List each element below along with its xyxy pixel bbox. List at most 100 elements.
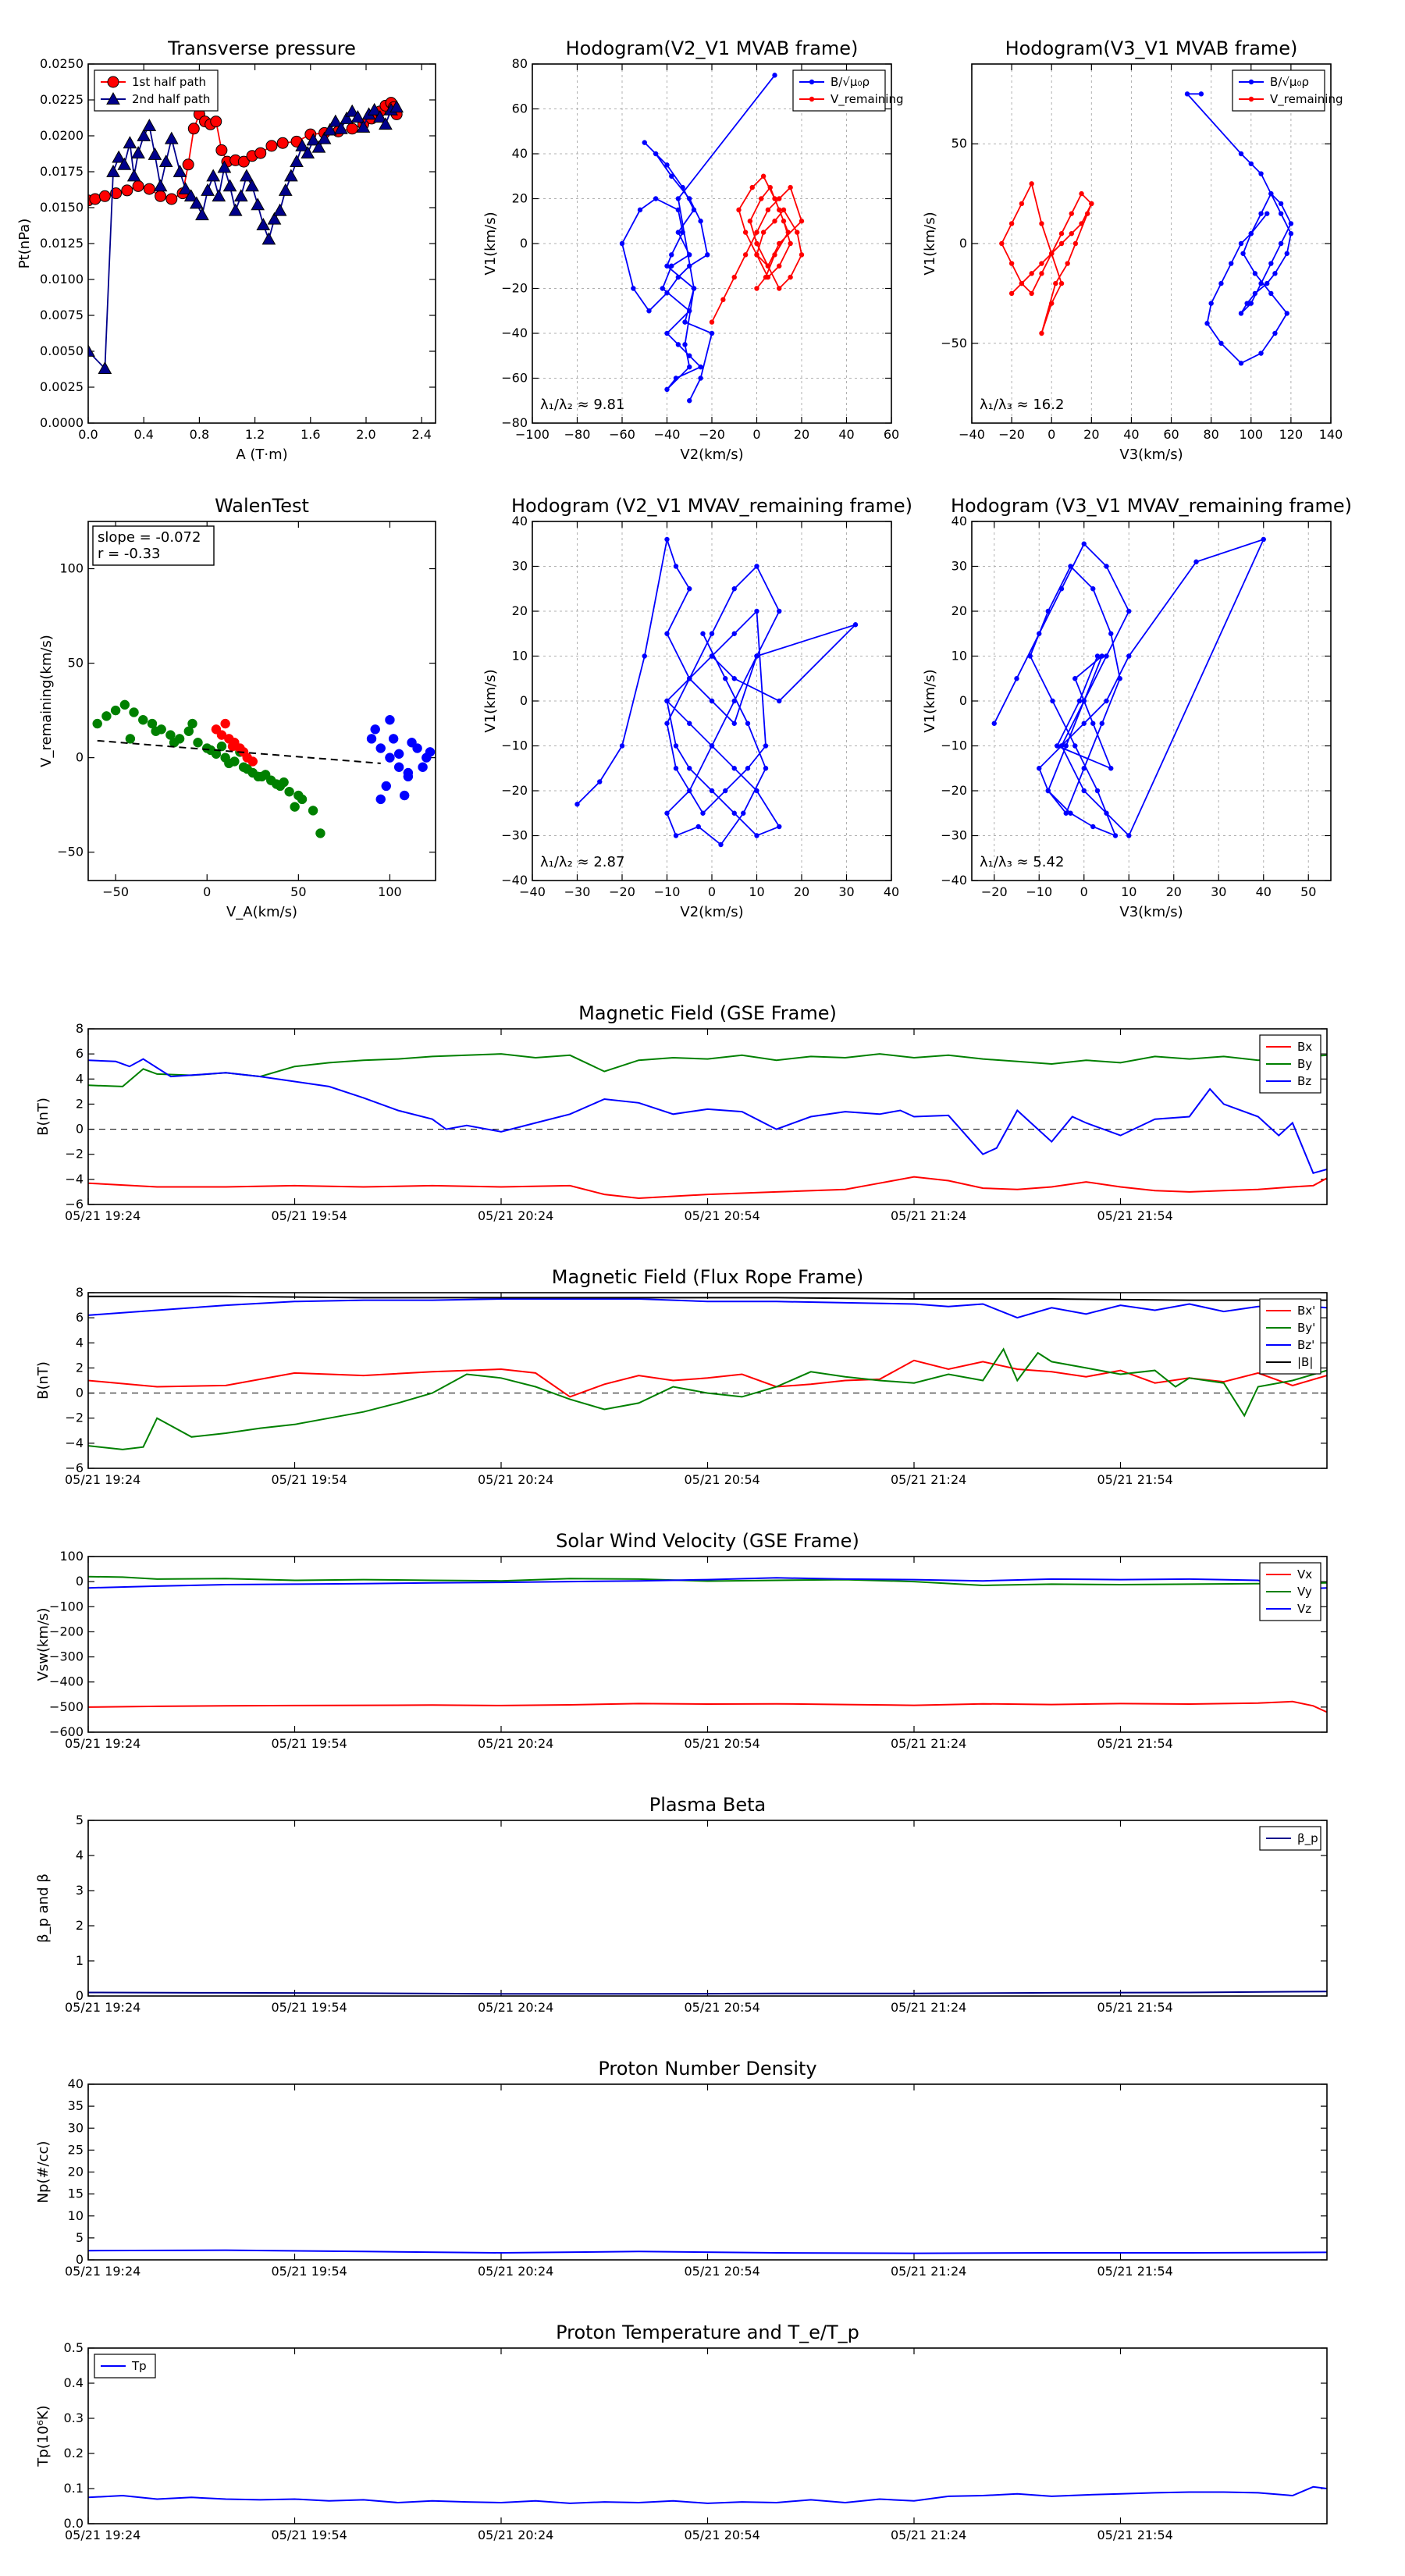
x-tick-label: −20 xyxy=(981,884,1008,899)
data-point xyxy=(709,743,715,749)
legend-label: Vx xyxy=(1297,1567,1312,1582)
x-tick-label: 60 xyxy=(1163,427,1179,442)
data-point xyxy=(1284,311,1289,316)
data-point xyxy=(393,749,404,760)
data-point xyxy=(206,169,221,182)
y-axis-label: β_p and β xyxy=(35,1873,52,1943)
data-point xyxy=(1037,631,1042,636)
data-point xyxy=(89,193,101,205)
data-point xyxy=(1049,251,1055,256)
data-point xyxy=(754,788,759,794)
x-tick-label: 50 xyxy=(1300,884,1316,899)
data-point xyxy=(777,240,782,247)
data-point xyxy=(193,738,203,748)
data-point xyxy=(389,100,404,113)
data-point xyxy=(1045,608,1051,614)
axes-frame xyxy=(532,63,892,424)
data-point xyxy=(1008,261,1015,266)
x-tick-label: 10 xyxy=(1121,884,1136,899)
series-line-Bx' xyxy=(88,1359,1327,1398)
ratio-annotation: λ₁/λ₂ ≈ 2.87 xyxy=(540,854,624,870)
data-point xyxy=(760,173,767,179)
data-point xyxy=(1079,190,1084,197)
data-point xyxy=(1008,290,1015,297)
y-tick-label: 40 xyxy=(951,514,967,528)
data-point xyxy=(718,841,724,848)
data-point xyxy=(680,229,685,235)
data-point xyxy=(1019,280,1025,286)
y-axis-label: Vsw(km/s) xyxy=(35,1608,52,1681)
data-point xyxy=(1104,653,1109,659)
data-point xyxy=(642,653,647,659)
data-point xyxy=(675,274,681,280)
y-tick-label: 0 xyxy=(76,750,84,765)
x-tick-label: 05/21 20:54 xyxy=(685,2264,760,2279)
y-tick-label: 0 xyxy=(76,1386,84,1400)
x-tick-label: −20 xyxy=(699,427,725,442)
data-point xyxy=(754,240,759,247)
data-point xyxy=(1058,240,1065,247)
x-tick-label: −10 xyxy=(654,884,681,899)
chart-title: Magnetic Field (GSE Frame) xyxy=(578,1002,837,1024)
data-point xyxy=(754,608,759,614)
data-point xyxy=(142,119,157,132)
data-point xyxy=(385,714,395,725)
data-point xyxy=(754,833,759,838)
data-point xyxy=(158,155,173,168)
data-point xyxy=(1278,211,1284,216)
chart-title: WalenTest xyxy=(215,495,309,517)
data-point xyxy=(370,724,380,735)
chart-plasma-beta: Plasma Beta 05/21 19:24 05/21 19:54 05/21 2… xyxy=(35,1794,1328,2015)
x-tick-label: 60 xyxy=(884,427,899,442)
x-axis-label: V_A(km/s) xyxy=(226,904,297,920)
data-point xyxy=(178,182,193,194)
data-point xyxy=(777,263,782,269)
data-point xyxy=(664,290,670,296)
data-point xyxy=(1112,833,1119,838)
series-line-hodogram xyxy=(993,538,1265,838)
data-point xyxy=(1108,631,1114,636)
data-point xyxy=(399,790,410,801)
chart-hodogram-v2-v1-mvav: Hodogram (V2_V1 MVAV_remaining frame) −40… xyxy=(482,495,912,920)
x-tick-label: −40 xyxy=(654,427,681,442)
data-point xyxy=(1094,788,1101,794)
data-point xyxy=(345,104,360,117)
x-tick-label: −30 xyxy=(564,884,591,899)
data-point xyxy=(210,116,222,128)
y-tick-label: 0.0225 xyxy=(40,92,84,107)
data-point xyxy=(88,343,95,357)
data-point xyxy=(201,183,215,196)
data-point xyxy=(772,73,777,78)
data-point xyxy=(240,169,254,182)
data-point xyxy=(687,398,692,404)
data-point xyxy=(119,699,130,710)
data-point xyxy=(687,353,692,358)
x-tick-label: −80 xyxy=(564,427,591,442)
data-point xyxy=(143,183,155,195)
data-point xyxy=(311,140,326,153)
data-point xyxy=(736,207,742,213)
data-point xyxy=(664,720,670,726)
x-tick-label: 30 xyxy=(838,884,854,899)
data-point xyxy=(1014,676,1019,681)
x-tick-label: −40 xyxy=(959,427,985,442)
data-point xyxy=(290,802,300,812)
x-tick-label: −10 xyxy=(1026,884,1052,899)
legend-label: By' xyxy=(1297,1321,1315,1335)
ratio-annotation: λ₁/λ₃ ≈ 5.42 xyxy=(980,854,1064,870)
data-point xyxy=(1008,221,1015,226)
y-tick-label: 5 xyxy=(76,2230,84,2245)
data-point xyxy=(267,212,282,225)
chart-title: Hodogram(V2_V1 MVAB frame) xyxy=(566,37,859,59)
y-tick-label: 40 xyxy=(512,146,528,161)
plot-area xyxy=(88,97,404,374)
data-point xyxy=(742,229,749,235)
data-point xyxy=(1069,231,1074,237)
data-point xyxy=(1238,311,1244,316)
y-tick-label: 8 xyxy=(76,1285,84,1300)
data-point xyxy=(852,622,859,628)
x-axis-label: V3(km/s) xyxy=(1119,904,1183,920)
data-point xyxy=(306,133,321,146)
data-point xyxy=(295,138,309,151)
data-point xyxy=(673,375,679,381)
